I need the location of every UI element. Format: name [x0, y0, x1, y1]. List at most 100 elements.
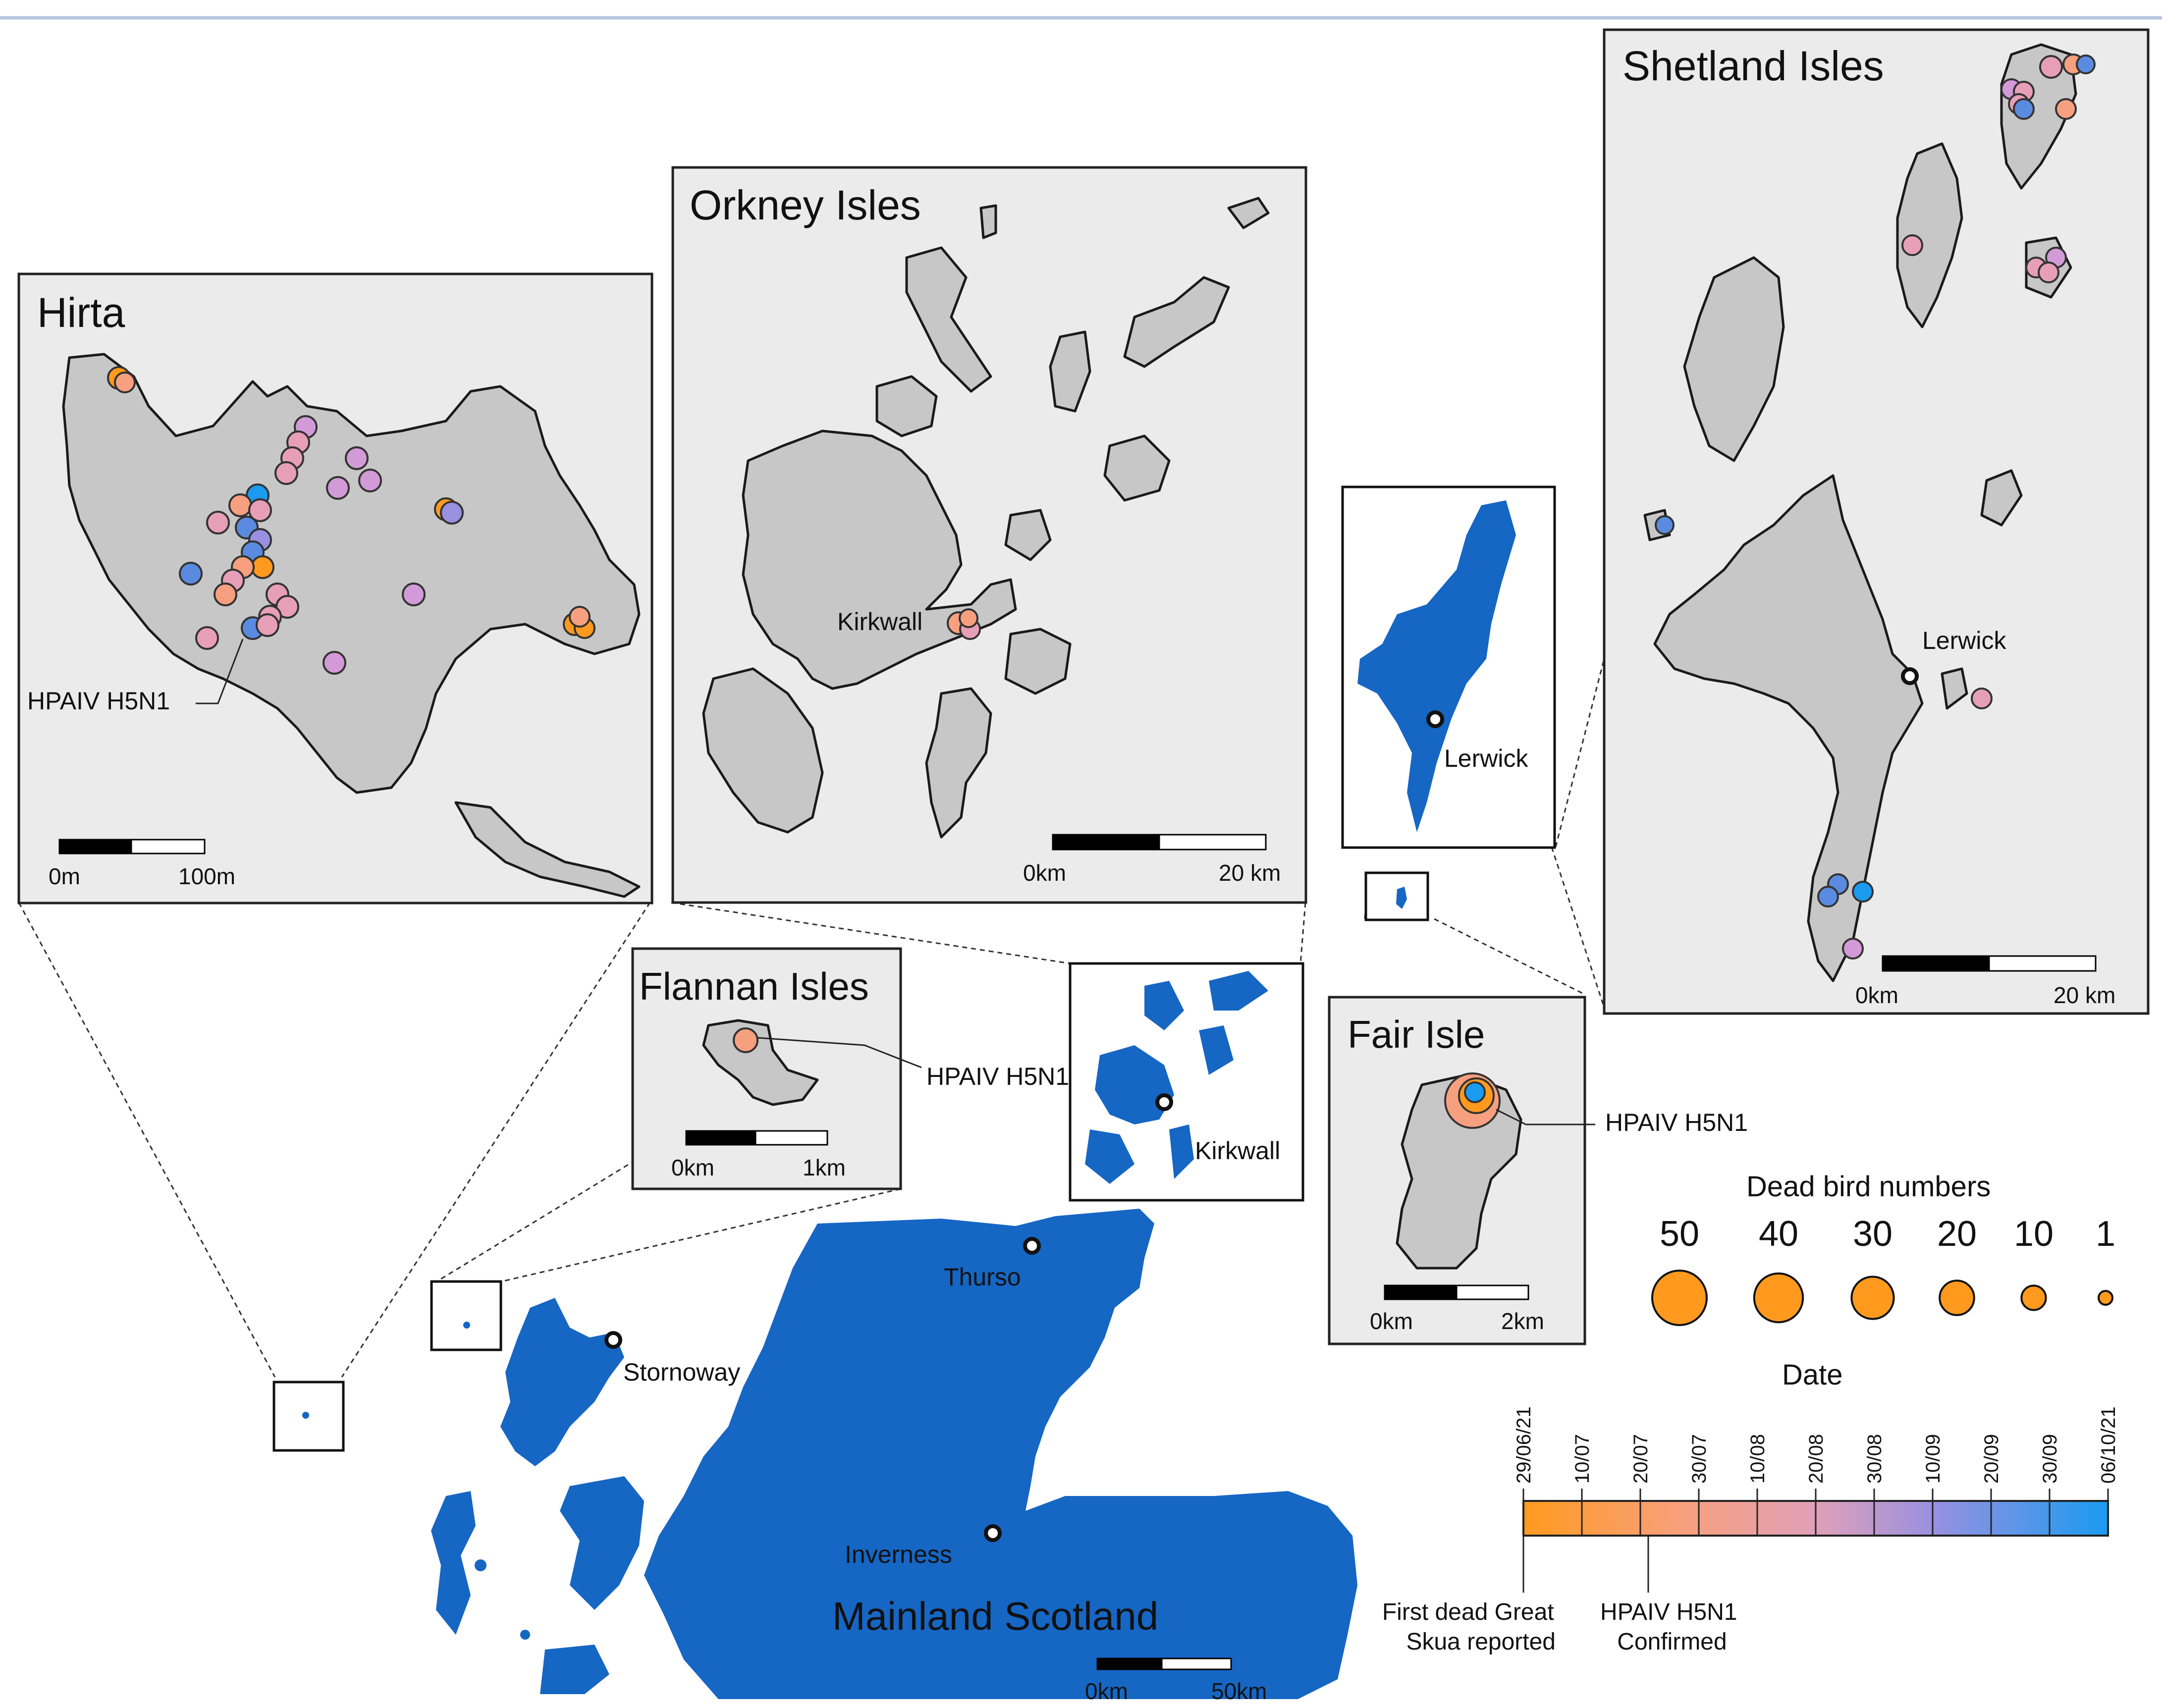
svg-text:0km: 0km — [1855, 982, 1898, 1008]
mainland-landmass — [644, 1209, 1357, 1699]
shetland-inset: Shetland Isles — [1603, 28, 2150, 1015]
date-tick-label: 10/07 — [1571, 1434, 1593, 1484]
eday — [1049, 330, 1091, 413]
mull-island — [540, 1645, 609, 1694]
hirta-observations — [107, 366, 595, 675]
whalsay — [1980, 469, 2023, 527]
size-legend-label: 1 — [2096, 1214, 2115, 1254]
deerness — [1004, 628, 1072, 695]
shapinsay — [1004, 509, 1052, 561]
shetland-overview: Lerwick — [1341, 485, 1556, 849]
svg-text:50km: 50km — [1211, 1678, 1267, 1704]
size-legend-label: 20 — [1937, 1214, 1977, 1254]
yell — [1896, 142, 1963, 328]
hirta-annotation: HPAIV H5N1 — [27, 687, 170, 715]
svg-text:0km: 0km — [1023, 860, 1066, 886]
svg-text:100m: 100m — [178, 863, 235, 889]
unst — [2000, 43, 2077, 190]
shetland-mainland — [1653, 474, 1924, 982]
rousay — [875, 375, 938, 437]
lewis-harris-island — [500, 1298, 624, 1466]
north-ronaldsay — [1227, 197, 1270, 229]
svg-text:20 km: 20 km — [1219, 860, 1281, 886]
kirkwall-inset-label: Kirkwall — [837, 608, 922, 636]
date-tick-label: 10/09 — [1922, 1434, 1944, 1484]
hirta-inset: Hirta — [17, 272, 653, 905]
size-legend-label: 30 — [1853, 1214, 1892, 1254]
svg-text:0km: 0km — [1370, 1308, 1413, 1334]
size-legend-circle — [2020, 1284, 2047, 1311]
date-legend-ticks: 29/06/21 10/07 20/07 30/07 10/08 20/08 30/08 10… — [1513, 1406, 2119, 1536]
flannan-scale-bar: 0km 1km — [671, 1130, 846, 1180]
size-legend-label: 50 — [1660, 1214, 1699, 1254]
fair-scale-bar: 0km 2km — [1370, 1284, 1544, 1334]
size-legend: Dead bird numbers 50 40 30 20 10 1 — [1651, 1171, 2115, 1326]
date-tick-label: 30/08 — [1864, 1434, 1886, 1484]
date-legend-title: Date — [1782, 1359, 1843, 1391]
svg-text:0m: 0m — [49, 863, 80, 889]
flannan-island — [702, 1019, 819, 1106]
date-tick-label: 30/09 — [2039, 1434, 2061, 1484]
hoy-island — [702, 667, 824, 834]
orkney-scale-bar: 0km 20 km — [1023, 834, 1281, 886]
mainland-scale-bar: 0km 50km — [1085, 1657, 1267, 1704]
svg-text:20 km: 20 km — [2054, 982, 2115, 1008]
dun-island — [454, 801, 641, 898]
orkney-title: Orkney Isles — [690, 182, 921, 228]
fair-title: Fair Isle — [1348, 1013, 1485, 1056]
stornoway-label: Stornoway — [623, 1358, 740, 1386]
papa-westray — [979, 204, 997, 239]
fair-island — [1396, 1073, 1522, 1270]
fair-annotation: HPAIV H5N1 — [1605, 1109, 1748, 1136]
shetland-scale-bar: 0km 20 km — [1855, 955, 2115, 1008]
northmavine — [1683, 256, 1785, 462]
mainland-title: Mainland Scotland — [832, 1594, 1158, 1638]
uist-island — [431, 1491, 476, 1635]
flannan-annotation: HPAIV H5N1 — [926, 1063, 1069, 1090]
hpaiv-confirmed-annotation: HPAIV H5N1 Confirmed — [1600, 1599, 1744, 1655]
size-legend-label: 10 — [2014, 1214, 2054, 1254]
inverness-label: Inverness — [845, 1541, 952, 1568]
orkney-overview: Kirkwall — [1069, 962, 1304, 1202]
date-tick-label: 20/09 — [1981, 1434, 2002, 1484]
orkney-inset: Orkney Isles Kirkwall 0km 20 km — [671, 166, 1307, 904]
lerwick-inset-label: Lerwick — [1922, 627, 2006, 654]
kirkwall-overview-label: Kirkwall — [1195, 1137, 1280, 1165]
thurso-label: Thurso — [944, 1263, 1021, 1291]
hirta-title: Hirta — [37, 289, 125, 336]
size-legend-circle — [1939, 1280, 1975, 1316]
date-tick-label: 20/07 — [1630, 1434, 1652, 1484]
hirta-island — [62, 353, 641, 794]
skye-island — [560, 1476, 644, 1610]
bressay — [1941, 667, 1968, 710]
lerwick-overview-label: Lerwick — [1444, 745, 1528, 772]
sanday — [1123, 276, 1230, 368]
stronsay — [1103, 434, 1171, 502]
date-legend: Date 29/06/21 10/07 20/07 30/07 10/08 20/08 30… — [1382, 1359, 2119, 1655]
westray — [905, 246, 992, 393]
svg-text:0km: 0km — [671, 1155, 714, 1180]
fair-inset: Fair Isle HPAIV H5N1 0km 2km — [1328, 996, 1748, 1345]
svg-text:0km: 0km — [1085, 1678, 1128, 1704]
shetland-observations — [1655, 53, 2096, 960]
south-ronaldsay — [925, 687, 992, 839]
size-legend-circle — [1753, 1272, 1804, 1324]
first-dead-annotation: First dead Great Skua reported — [1382, 1599, 1561, 1655]
svg-text:2km: 2km — [1501, 1308, 1544, 1334]
size-legend-items: 50 40 30 20 10 1 — [1651, 1214, 2115, 1326]
size-legend-label: 40 — [1759, 1214, 1798, 1254]
date-tick-label: 06/10/21 — [2098, 1406, 2119, 1484]
size-legend-title: Dead bird numbers — [1746, 1171, 1991, 1203]
shetland-title: Shetland Isles — [1622, 43, 1884, 89]
flannan-location-box — [430, 1280, 502, 1351]
size-legend-circle — [1651, 1270, 1708, 1326]
flannan-inset: Flannan Isles HPAIV H5N1 0km 1km — [631, 947, 1069, 1190]
date-tick-label: 20/08 — [1805, 1434, 1827, 1484]
svg-text:1km: 1km — [803, 1155, 846, 1180]
flannan-title: Flannan Isles — [639, 964, 869, 1008]
mainland-scotland-map: Thurso Stornoway Inverness Mainland Scot… — [431, 1209, 1357, 1704]
date-tick-label: 30/07 — [1688, 1434, 1710, 1484]
date-tick-label: 10/08 — [1747, 1434, 1769, 1484]
hirta-scale-bar: 0m 100m — [49, 839, 235, 889]
